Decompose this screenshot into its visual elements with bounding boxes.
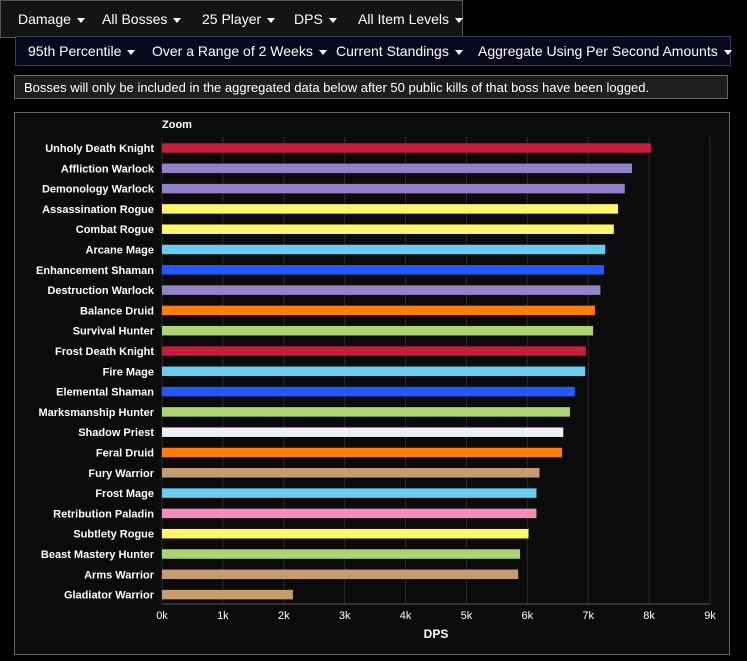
bar[interactable] xyxy=(162,589,293,600)
bar[interactable] xyxy=(162,224,614,234)
category-label: Retribution Paladin xyxy=(53,508,154,520)
chevron-down-icon xyxy=(76,17,85,23)
bar[interactable] xyxy=(162,528,529,539)
filter-item-level-dropdown[interactable]: All Item Levels xyxy=(358,11,464,27)
bar[interactable] xyxy=(162,305,595,316)
category-label: Balance Druid xyxy=(80,305,154,317)
chevron-down-icon xyxy=(127,49,136,55)
category-label: Beast Mastery Hunter xyxy=(41,549,155,561)
filter-aggregate-dropdown[interactable]: Aggregate Using Per Second Amounts xyxy=(478,43,732,59)
x-tick-label: 6k xyxy=(522,610,534,622)
category-label: Subtlety Rogue xyxy=(73,529,154,541)
category-label: Fury Warrior xyxy=(88,468,154,480)
category-label: Fire Mage xyxy=(103,366,154,378)
filter-metric-dropdown[interactable]: Damage xyxy=(18,11,85,27)
bar[interactable] xyxy=(162,488,537,498)
bar[interactable] xyxy=(162,549,521,559)
x-tick-label: 9k xyxy=(704,610,716,622)
category-labels: Unholy Death Knight Affliction Warlock Dem… xyxy=(36,143,155,602)
filter-size-dropdown[interactable]: 25 Player xyxy=(202,11,276,27)
category-label: Enhancement Shaman xyxy=(36,265,154,277)
bar[interactable] xyxy=(162,143,651,153)
category-label: Unholy Death Knight xyxy=(45,143,154,155)
bar[interactable] xyxy=(162,569,519,580)
chevron-down-icon xyxy=(455,17,464,23)
x-tick-label: 0k xyxy=(156,610,168,622)
category-label: Frost Mage xyxy=(95,488,154,500)
bar[interactable] xyxy=(162,204,619,214)
bar[interactable] xyxy=(162,285,601,295)
bar[interactable] xyxy=(162,386,575,397)
category-label: Combat Rogue xyxy=(76,224,154,236)
chevron-down-icon xyxy=(454,49,463,55)
filter-bar-primary: Damage All Bosses 25 Player DPS All Item… xyxy=(0,0,464,38)
chevron-down-icon xyxy=(723,49,732,55)
chevron-down-icon xyxy=(328,17,337,23)
filter-range-dropdown[interactable]: Over a Range of 2 Weeks xyxy=(152,43,327,59)
category-label: Affliction Warlock xyxy=(61,163,155,175)
category-label: Shadow Priest xyxy=(78,427,154,439)
category-label: Destruction Warlock xyxy=(47,285,154,297)
gridlines xyxy=(161,137,711,605)
category-label: Demonology Warlock xyxy=(42,184,155,196)
bar[interactable] xyxy=(162,468,540,478)
x-tick-label: 3k xyxy=(339,610,351,622)
x-tick-label: 2k xyxy=(278,610,290,622)
chevron-down-icon xyxy=(267,17,276,23)
category-label: Marksmanship Hunter xyxy=(38,407,154,419)
filter-stat-dropdown[interactable]: DPS xyxy=(294,11,337,27)
category-label: Assassination Rogue xyxy=(42,204,154,216)
category-label: Feral Druid xyxy=(96,448,154,460)
filter-standings-dropdown[interactable]: Current Standings xyxy=(336,43,463,59)
x-tick-label: 5k xyxy=(461,610,473,622)
filter-boss-dropdown[interactable]: All Bosses xyxy=(102,11,182,27)
category-label: Arms Warrior xyxy=(84,569,155,581)
bar[interactable] xyxy=(162,163,633,174)
bar[interactable] xyxy=(162,508,537,519)
filter-percentile-dropdown[interactable]: 95th Percentile xyxy=(28,43,136,59)
bars xyxy=(162,143,651,600)
bar[interactable] xyxy=(162,366,586,377)
bar[interactable] xyxy=(162,407,570,417)
chart-panel xyxy=(14,112,730,655)
x-axis-label: DPS xyxy=(424,627,449,641)
bar[interactable] xyxy=(162,183,625,194)
category-label: Gladiator Warrior xyxy=(64,590,155,602)
x-tick-labels: 0k 1k 2k 3k 4k 5k 6k 7k 8k 9k xyxy=(156,610,716,622)
chevron-down-icon xyxy=(173,17,182,23)
category-label: Survival Hunter xyxy=(73,326,155,338)
x-tick-label: 1k xyxy=(217,610,229,622)
bar[interactable] xyxy=(162,447,563,458)
bar[interactable] xyxy=(162,265,605,275)
category-label: Frost Death Knight xyxy=(55,346,154,358)
zoom-label[interactable]: Zoom xyxy=(162,119,192,131)
x-tick-label: 8k xyxy=(643,610,655,622)
bar[interactable] xyxy=(162,325,594,336)
bar[interactable] xyxy=(162,427,564,437)
x-tick-label: 4k xyxy=(400,610,412,622)
chevron-down-icon xyxy=(318,49,327,55)
filter-bar-secondary: 95th Percentile Over a Range of 2 Weeks … xyxy=(15,36,732,66)
category-label: Arcane Mage xyxy=(86,245,154,257)
aggregation-notice: Bosses will only be included in the aggr… xyxy=(14,75,728,99)
bar[interactable] xyxy=(162,346,586,356)
x-tick-label: 7k xyxy=(582,610,594,622)
category-label: Elemental Shaman xyxy=(56,387,154,399)
bar[interactable] xyxy=(162,244,606,255)
